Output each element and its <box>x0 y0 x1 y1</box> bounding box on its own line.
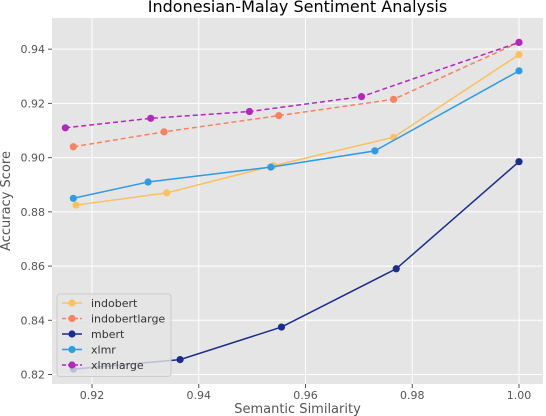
x-tick-label: 0.94 <box>187 389 212 402</box>
data-point <box>69 194 77 202</box>
x-tick-label: 0.92 <box>80 389 105 402</box>
legend-box <box>56 293 172 377</box>
y-tick-label: 0.94 <box>21 43 46 56</box>
legend-marker <box>68 299 76 307</box>
legend-marker <box>68 345 76 354</box>
data-point <box>144 178 152 186</box>
chart-title: Indonesian-Malay Sentiment Analysis <box>148 0 447 16</box>
y-tick-label: 0.90 <box>21 152 46 165</box>
y-tick-label: 0.84 <box>21 314 46 327</box>
data-point <box>69 143 77 151</box>
legend-item-xlmr: xlmr <box>62 344 116 357</box>
data-point <box>176 356 184 364</box>
data-point <box>371 147 379 155</box>
x-tick-label: 0.98 <box>400 389 425 402</box>
x-tick-label: 1.00 <box>507 389 532 402</box>
series-xlmr <box>69 67 523 202</box>
y-axis-ticks: 0.82 0.84 0.86 0.88 0.90 0.92 0.94 <box>21 43 52 382</box>
legend-label: xlmrlarge <box>91 359 144 372</box>
legend-label: mbert <box>91 328 125 341</box>
data-point <box>515 51 523 59</box>
y-tick-label: 0.88 <box>21 206 46 219</box>
legend-item-indobert: indobert <box>62 297 138 310</box>
legend-label: xlmr <box>91 344 116 357</box>
legend-marker <box>68 314 76 323</box>
data-point <box>245 107 254 116</box>
data-point <box>72 201 80 209</box>
x-axis-ticks: 0.92 0.94 0.96 0.98 1.00 <box>80 384 531 402</box>
y-tick-label: 0.92 <box>21 97 46 110</box>
data-point <box>160 128 168 136</box>
data-point <box>277 323 286 331</box>
data-point <box>275 112 283 120</box>
legend-item-mbert: mbert <box>62 328 125 341</box>
data-point <box>389 95 398 103</box>
legend-item-xlmrlarge: xlmrlarge <box>62 359 144 372</box>
series-line <box>73 41 520 148</box>
data-point <box>515 158 523 166</box>
y-tick-label: 0.86 <box>21 260 46 273</box>
data-point <box>61 124 69 132</box>
data-point <box>147 114 155 122</box>
legend-label: indobertlarge <box>91 313 165 326</box>
legend: indobert indobertlarge mbert xlmr xlmrlarge <box>56 293 172 377</box>
legend-marker <box>68 330 76 338</box>
legend-marker <box>68 361 76 369</box>
data-point <box>392 265 400 273</box>
legend-label: indobert <box>91 297 138 310</box>
data-point <box>163 189 171 197</box>
x-axis-label: Semantic Similarity <box>234 402 361 416</box>
data-point <box>357 93 366 101</box>
y-axis-label: Accuracy Score <box>0 151 14 251</box>
data-point <box>515 38 523 47</box>
data-point <box>515 67 523 75</box>
data-point <box>267 163 275 171</box>
legend-item-indobertlarge: indobertlarge <box>62 313 165 326</box>
x-tick-label: 0.96 <box>293 389 318 402</box>
y-tick-label: 0.82 <box>21 369 46 382</box>
series-xlmrlarge <box>61 38 523 132</box>
